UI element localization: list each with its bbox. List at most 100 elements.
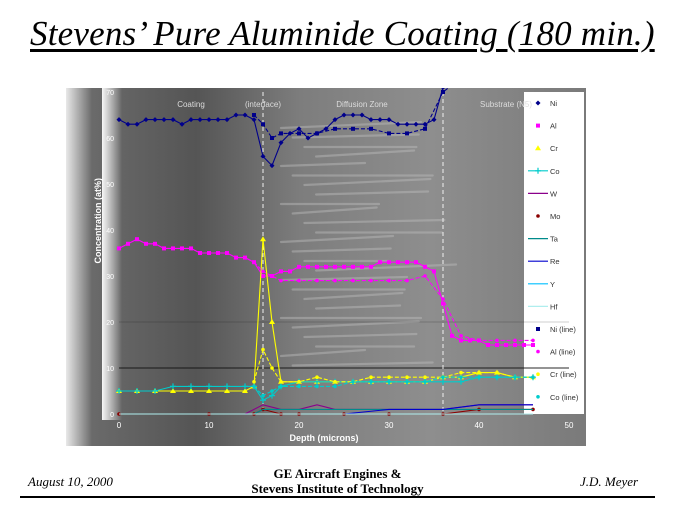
data-point [450,333,454,338]
x-tick-label: 40 [475,421,484,430]
concentration-profile-chart: Coating (interface) Diffusion Zone Substrat… [66,88,586,446]
texture-streak [279,275,409,282]
texture-streak [291,206,378,215]
data-point [170,117,176,123]
data-point [441,297,445,301]
data-point [386,117,392,123]
data-point [423,274,427,278]
data-point [459,338,463,343]
data-point [387,131,391,136]
data-point [351,264,355,269]
legend-swatch-marker [536,327,540,331]
data-point [252,380,256,384]
footer-author: J.D. Meyer [580,474,639,489]
footer-org-line-1: GE Aircraft Engines & [273,466,402,481]
data-point [423,375,427,380]
data-point [216,251,220,255]
data-point [207,251,211,255]
legend-label: Mo [550,212,560,221]
legend-label: Ta [550,235,559,244]
texture-streak [303,177,432,187]
data-point [269,319,275,324]
data-point [144,241,148,246]
y-tick-label: 40 [106,228,114,235]
texture-streak [291,247,392,253]
legend-label: Cr [550,144,558,153]
data-point [531,375,535,380]
data-point [189,246,193,251]
x-tick-label: 0 [117,421,122,430]
data-point [458,378,464,385]
data-point [243,255,247,260]
x-axis-label: Depth (microns) [289,433,358,443]
footer-date: August 10, 2000 [28,474,113,489]
data-point [270,389,274,393]
data-point [405,131,409,136]
data-point [351,278,355,283]
data-point [206,388,212,393]
data-point [269,163,275,169]
texture-streak [279,161,367,168]
texture-streak [303,332,418,339]
texture-streak [291,133,420,139]
data-point [315,375,319,380]
data-point [126,241,130,246]
data-point [153,241,157,246]
data-point [405,260,409,265]
data-point [477,338,481,343]
data-point [296,126,302,132]
data-point [431,117,437,123]
data-point [459,375,463,380]
series-ni-line [252,88,450,140]
texture-streak [315,149,416,158]
data-point [261,269,265,274]
data-point [261,274,265,278]
data-point [188,388,194,393]
data-point [180,246,184,251]
legend-label: Hf [550,302,558,311]
y-tick-label: 50 [106,182,114,189]
data-point [260,236,266,242]
data-point [242,388,248,393]
data-point [369,264,373,269]
series-ni [116,88,445,169]
texture-streak [291,361,434,367]
data-point [531,338,535,343]
y-tick-label: 20 [106,320,114,327]
footer-org-line-2: Stevens Institute of Technology [251,481,424,496]
x-tick-label: 30 [385,421,394,430]
series-line [253,348,533,383]
sem-surface-edge [102,88,122,420]
legend-label: Al (line) [550,348,576,357]
data-point [188,117,194,123]
legend-item: Mo [536,212,560,221]
texture-streak [279,348,367,358]
data-point [260,153,266,159]
legend-panel [524,92,584,414]
data-point [198,251,202,255]
texture-streak [303,218,446,225]
diffusion-zone-texture [279,120,458,367]
data-point [125,121,131,127]
data-point [323,126,329,132]
data-point [270,274,274,278]
data-point [351,126,355,131]
data-point [179,121,185,127]
data-point [413,121,419,127]
data-point [270,136,274,140]
data-point [188,383,194,390]
data-point [306,264,310,269]
data-point [297,278,301,283]
data-point [495,375,499,380]
legend-item: Al [536,122,557,131]
data-point [170,388,176,393]
data-point [495,343,499,347]
data-point [116,388,122,394]
legend-label: Ni (line) [550,325,576,334]
legend-swatch-marker [535,167,541,174]
data-point [279,131,283,136]
data-point [477,375,481,380]
data-point [206,117,212,123]
texture-streak [303,291,404,301]
data-point [224,117,230,123]
